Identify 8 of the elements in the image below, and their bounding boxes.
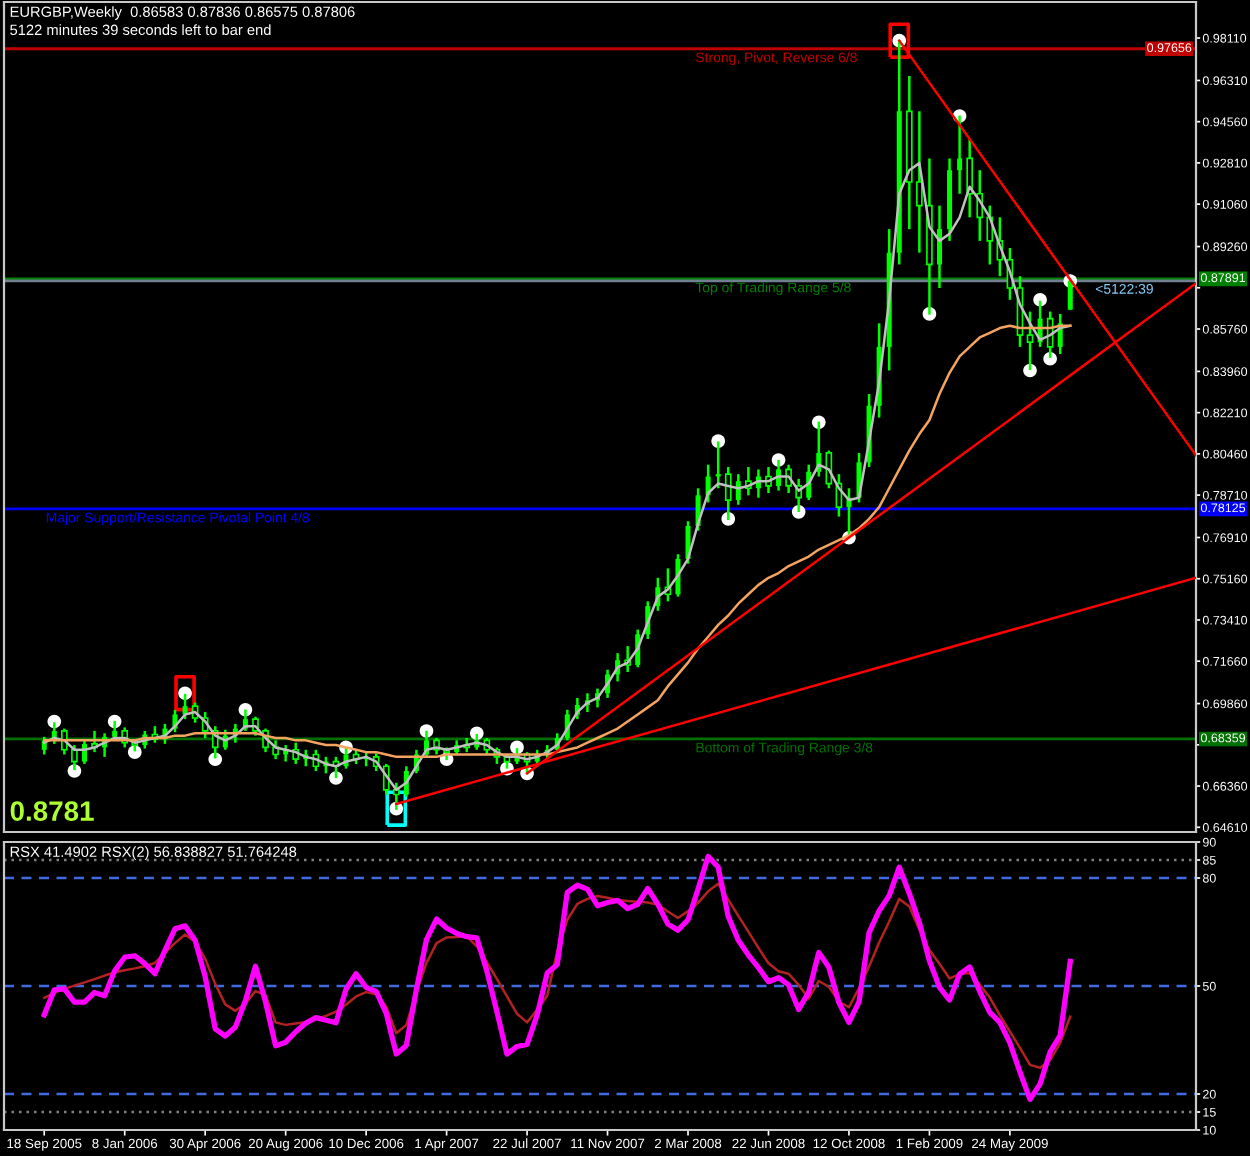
candlestick	[957, 114, 963, 196]
point	[1033, 292, 1047, 307]
point	[208, 752, 223, 766]
point	[127, 745, 142, 759]
line-series	[42, 882, 1072, 1069]
candlestick	[825, 449, 833, 490]
point	[329, 771, 343, 785]
annotation: 0.8781	[10, 801, 94, 821]
